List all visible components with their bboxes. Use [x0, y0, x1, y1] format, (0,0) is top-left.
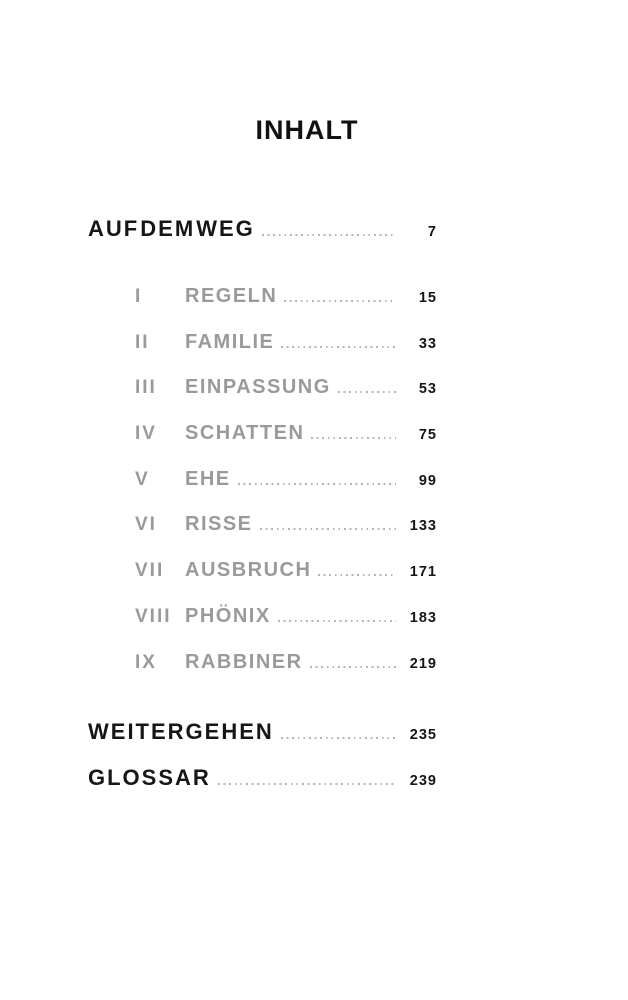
chapter-numeral: II — [135, 331, 150, 353]
dotted-leader — [259, 528, 396, 531]
page-number: 235 — [409, 727, 437, 743]
chapter-label: AUSBRUCH — [185, 559, 312, 582]
dotted-leader — [318, 574, 396, 577]
toc-entry-schatten: IV SCHATTEN 75 — [135, 413, 437, 459]
chapter-label: PHÖNIX — [185, 604, 271, 627]
toc-entry-label: WEITERGEHEN — [88, 719, 274, 744]
page-number: 99 — [418, 472, 437, 489]
dotted-leader — [261, 234, 396, 236]
page-number: 33 — [418, 335, 437, 352]
chapter-label: EHE — [185, 467, 231, 490]
chapter-numeral: III — [135, 377, 157, 399]
chapter-numeral: IV — [135, 423, 157, 445]
chapter-label: FAMILIE — [185, 330, 275, 353]
toc-entry-einpassung: III EINPASSUNG 53 — [135, 367, 437, 413]
dotted-leader — [237, 482, 396, 485]
toc-entry-label: AUF DEM WEG — [88, 216, 255, 241]
toc-entry-ehe: V EHE 99 — [135, 459, 437, 505]
page-number: 133 — [409, 518, 437, 535]
page-number: 7 — [427, 224, 437, 240]
dotted-leader — [337, 391, 396, 394]
toc-entry-weitergehen: WEITERGEHEN 235 — [88, 719, 437, 745]
page-number: 171 — [409, 564, 437, 581]
dotted-leader — [309, 665, 396, 668]
chapter-label: RISSE — [185, 513, 253, 536]
chapter-numeral: VI — [135, 514, 157, 536]
toc-entry-label: GLOSSAR — [88, 765, 211, 790]
dotted-leader — [311, 437, 396, 440]
page-number: 239 — [409, 773, 437, 789]
dotted-leader — [280, 737, 396, 739]
chapter-numeral: V — [135, 468, 150, 490]
toc-entry-glossar: GLOSSAR 239 — [88, 765, 437, 791]
toc-entry-risse: VI RISSE 133 — [135, 504, 437, 550]
toc-entry-regeln: I REGELN 15 — [135, 276, 437, 322]
page-number: 75 — [418, 427, 437, 444]
page-number: 219 — [409, 655, 437, 672]
chapter-label: REGELN — [185, 285, 278, 307]
toc-entry-ausbruch: VII AUSBRUCH 171 — [135, 550, 437, 596]
toc-entry-phoenix: VIII PHÖNIX 183 — [135, 596, 437, 642]
chapter-numeral: VII — [135, 560, 165, 582]
page-number: 53 — [418, 381, 437, 398]
toc-entry-aufdemweg: AUF DEM WEG 7 — [88, 216, 437, 242]
dotted-leader — [217, 783, 396, 785]
chapter-label: RABBINER — [185, 650, 303, 673]
chapter-list: I REGELN 15 II FAMILIE 33 III EINPASSUNG… — [135, 276, 437, 687]
dotted-leader — [277, 619, 396, 622]
page-number: 183 — [409, 609, 437, 626]
toc-entry-familie: II FAMILIE 33 — [135, 322, 437, 368]
chapter-numeral: VIII — [135, 605, 172, 627]
page-number: 15 — [418, 290, 437, 306]
toc-entry-rabbiner: IX RABBINER 219 — [135, 642, 437, 688]
chapter-numeral: IX — [135, 651, 157, 673]
dotted-leader — [284, 300, 396, 302]
chapter-label: EINPASSUNG — [185, 376, 331, 399]
dotted-leader — [281, 345, 396, 348]
page-title: INHALT — [255, 115, 359, 145]
chapter-label: SCHATTEN — [185, 422, 305, 445]
chapter-numeral: I — [135, 286, 143, 307]
